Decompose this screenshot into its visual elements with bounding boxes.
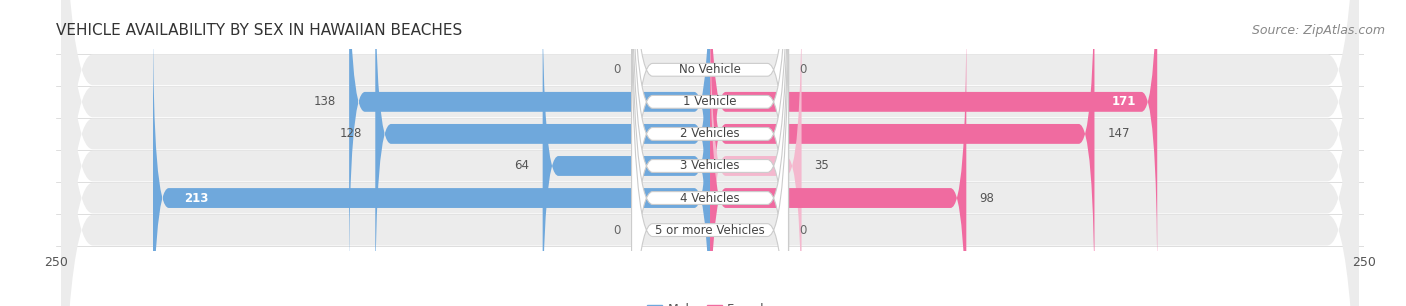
Text: 4 Vehicles: 4 Vehicles — [681, 192, 740, 204]
FancyBboxPatch shape — [631, 0, 789, 306]
FancyBboxPatch shape — [543, 0, 710, 306]
Text: 1 Vehicle: 1 Vehicle — [683, 95, 737, 108]
FancyBboxPatch shape — [631, 0, 789, 306]
Legend: Male, Female: Male, Female — [643, 298, 778, 306]
Text: 128: 128 — [340, 127, 363, 140]
FancyBboxPatch shape — [631, 0, 789, 306]
Text: 0: 0 — [799, 224, 806, 237]
FancyBboxPatch shape — [631, 0, 789, 306]
FancyBboxPatch shape — [710, 0, 1157, 284]
Text: 138: 138 — [314, 95, 336, 108]
FancyBboxPatch shape — [349, 0, 710, 284]
FancyBboxPatch shape — [631, 0, 789, 306]
Text: VEHICLE AVAILABILITY BY SEX IN HAWAIIAN BEACHES: VEHICLE AVAILABILITY BY SEX IN HAWAIIAN … — [56, 23, 463, 38]
FancyBboxPatch shape — [62, 0, 1358, 306]
Text: 2 Vehicles: 2 Vehicles — [681, 127, 740, 140]
Text: 5 or more Vehicles: 5 or more Vehicles — [655, 224, 765, 237]
Text: 0: 0 — [799, 63, 806, 76]
Text: Source: ZipAtlas.com: Source: ZipAtlas.com — [1251, 24, 1385, 37]
Text: No Vehicle: No Vehicle — [679, 63, 741, 76]
Text: 3 Vehicles: 3 Vehicles — [681, 159, 740, 173]
Text: 98: 98 — [980, 192, 994, 204]
Text: 171: 171 — [1112, 95, 1136, 108]
Text: 0: 0 — [614, 63, 621, 76]
FancyBboxPatch shape — [375, 0, 710, 306]
FancyBboxPatch shape — [710, 16, 966, 306]
Text: 64: 64 — [515, 159, 530, 173]
Text: 35: 35 — [814, 159, 830, 173]
FancyBboxPatch shape — [62, 0, 1358, 306]
Text: 213: 213 — [184, 192, 208, 204]
FancyBboxPatch shape — [62, 0, 1358, 306]
FancyBboxPatch shape — [153, 16, 710, 306]
FancyBboxPatch shape — [710, 0, 1094, 306]
FancyBboxPatch shape — [631, 0, 789, 306]
FancyBboxPatch shape — [62, 0, 1358, 306]
Text: 0: 0 — [614, 224, 621, 237]
Text: 147: 147 — [1108, 127, 1130, 140]
FancyBboxPatch shape — [62, 0, 1358, 306]
FancyBboxPatch shape — [62, 0, 1358, 306]
FancyBboxPatch shape — [710, 0, 801, 306]
